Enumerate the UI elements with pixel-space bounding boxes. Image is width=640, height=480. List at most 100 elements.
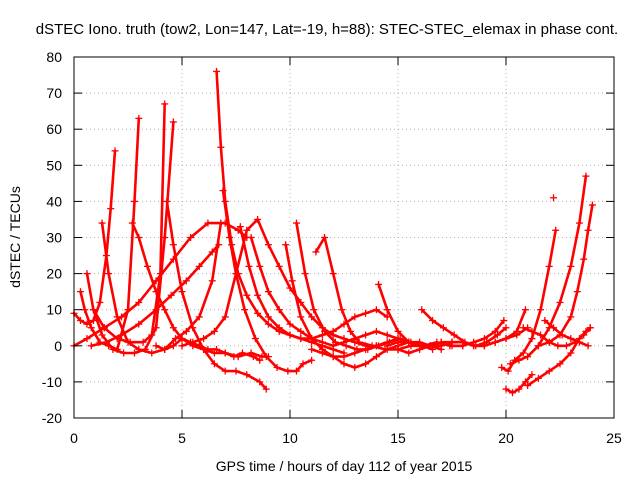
data-point — [102, 338, 110, 346]
data-point — [247, 349, 255, 357]
data-point — [310, 306, 318, 314]
data-point — [321, 234, 329, 241]
data-point — [502, 385, 510, 393]
grid — [74, 57, 614, 418]
data-point — [329, 327, 337, 335]
data-point — [98, 331, 106, 339]
data-point — [429, 317, 437, 325]
data-point — [405, 349, 413, 357]
data-point — [230, 353, 238, 361]
data-point — [288, 277, 296, 285]
data-point — [169, 118, 177, 126]
data-point — [89, 317, 97, 325]
data-point — [429, 345, 437, 353]
data-point — [342, 342, 350, 350]
data-point — [178, 335, 186, 343]
data-point — [513, 331, 521, 339]
data-point — [483, 338, 491, 346]
data-point — [215, 241, 223, 249]
data-point — [537, 306, 545, 314]
data-point — [416, 342, 424, 350]
data-point — [372, 353, 380, 361]
data-point — [351, 349, 359, 357]
data-point — [141, 345, 149, 353]
data-point — [89, 306, 97, 314]
data-point — [297, 298, 305, 306]
data-point — [383, 306, 391, 314]
data-point — [580, 331, 588, 339]
data-point — [554, 342, 562, 350]
data-point — [275, 324, 283, 332]
data-point — [567, 313, 575, 321]
data-point — [318, 349, 326, 357]
data-point — [135, 320, 143, 328]
data-point — [582, 327, 590, 335]
data-point — [318, 331, 326, 339]
data-point — [567, 335, 575, 343]
data-point — [208, 277, 216, 285]
data-point — [521, 378, 529, 386]
data-point — [331, 338, 339, 346]
data-point — [364, 345, 372, 353]
data-point — [232, 367, 240, 375]
data-point — [450, 331, 458, 339]
data-point — [312, 248, 320, 256]
data-point — [169, 241, 177, 249]
data-point — [351, 313, 359, 321]
data-point — [515, 385, 523, 393]
data-point — [83, 270, 91, 278]
data-point — [152, 277, 160, 285]
data-point — [210, 360, 218, 368]
data-point — [213, 67, 221, 75]
x-tick-label: 0 — [70, 430, 78, 446]
data-point — [124, 306, 132, 314]
data-point — [439, 324, 447, 332]
data-point — [275, 262, 283, 270]
data-point — [338, 306, 346, 314]
data-point — [245, 262, 253, 270]
data-point — [189, 338, 197, 346]
data-point — [524, 382, 532, 390]
series-18-line — [314, 236, 465, 351]
data-point — [243, 226, 251, 234]
data-point — [182, 277, 190, 285]
data-point — [292, 219, 300, 227]
data-point — [588, 201, 596, 209]
x-tick-label: 5 — [178, 430, 186, 446]
data-point — [383, 313, 391, 321]
data-point — [148, 349, 156, 357]
data-point — [243, 291, 251, 299]
data-point — [228, 241, 236, 249]
data-point — [556, 298, 564, 306]
data-point — [247, 234, 255, 241]
data-point — [556, 360, 564, 368]
data-point — [217, 143, 225, 151]
data-point — [169, 324, 177, 332]
series-13-line — [221, 189, 313, 373]
data-point — [254, 215, 262, 223]
data-point — [98, 219, 106, 227]
data-point — [118, 313, 126, 321]
data-point — [550, 324, 558, 332]
data-point — [340, 320, 348, 328]
data-point — [545, 367, 553, 375]
data-point — [264, 313, 272, 321]
data-point — [353, 345, 361, 353]
data-point — [286, 320, 294, 328]
data-point — [182, 327, 190, 335]
data-point — [105, 270, 113, 278]
data-point — [152, 306, 160, 314]
data-point — [105, 342, 113, 350]
data-point — [407, 342, 415, 350]
data-point — [426, 342, 434, 350]
data-point — [318, 338, 326, 346]
y-tick-label: 0 — [54, 338, 62, 354]
data-point — [243, 371, 251, 379]
data-point — [362, 309, 370, 317]
data-point — [256, 356, 264, 364]
data-point — [329, 270, 337, 278]
data-point — [329, 342, 337, 350]
data-point — [375, 342, 383, 350]
data-point — [195, 342, 203, 350]
